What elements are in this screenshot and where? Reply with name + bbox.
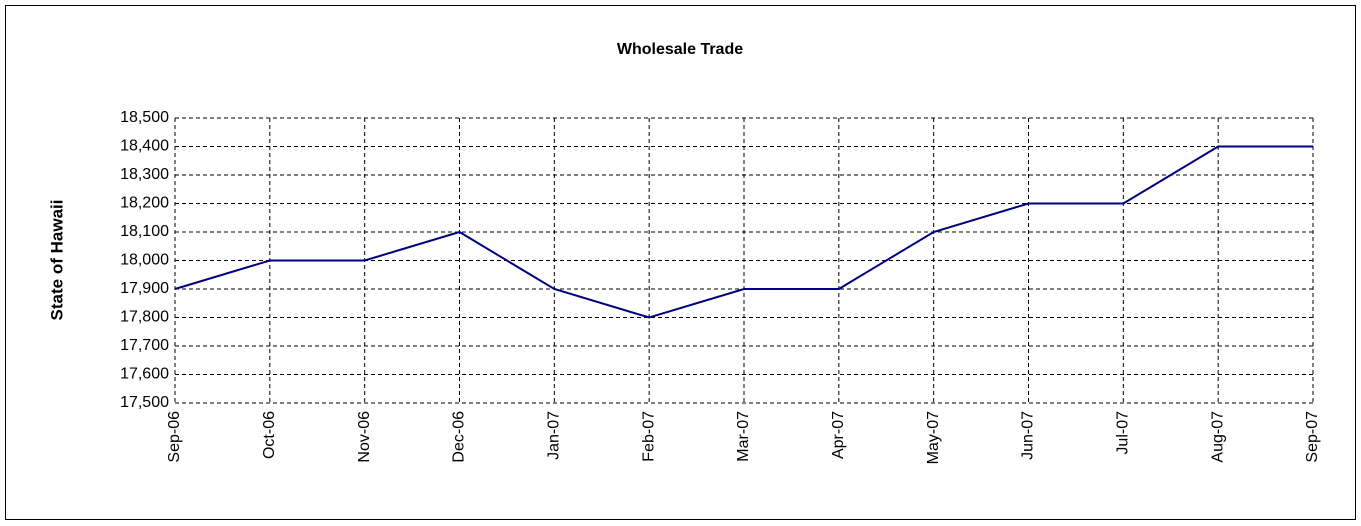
- x-tick-label: Sep-07: [1304, 411, 1321, 463]
- y-tick-label: 18,000: [120, 252, 169, 269]
- x-tick-label: Jul-07: [1115, 411, 1132, 455]
- x-tick-label: Aug-07: [1209, 411, 1226, 463]
- x-tick-label: Jun-07: [1020, 411, 1037, 460]
- x-tick-label: Dec-06: [451, 411, 468, 463]
- y-tick-label: 17,500: [120, 394, 169, 411]
- x-tick-label: Feb-07: [640, 411, 657, 462]
- line-series: [174, 145, 1313, 319]
- x-tick-label: Sep-06: [166, 411, 183, 463]
- x-tick-label: Nov-06: [356, 411, 373, 463]
- y-tick-label: 18,300: [120, 166, 169, 183]
- x-tick-label: Jan-07: [546, 411, 563, 460]
- x-tick-label: Oct-06: [261, 411, 278, 459]
- chart-border: [5, 5, 1356, 520]
- y-axis-label: State of Hawaii: [47, 200, 66, 321]
- y-tick-label: 18,400: [120, 138, 169, 155]
- y-tick-label: 18,500: [120, 109, 169, 126]
- y-tick-label: 17,800: [120, 309, 169, 326]
- y-tick-label: 17,900: [120, 280, 169, 297]
- y-tick-label: 18,100: [120, 223, 169, 240]
- x-tick-label: Mar-07: [735, 411, 752, 462]
- y-tick-label: 18,200: [120, 195, 169, 212]
- y-tick-label: 17,700: [120, 337, 169, 354]
- y-tick-label: 17,600: [120, 366, 169, 383]
- chart-title: Wholesale Trade: [617, 41, 743, 58]
- x-tick-label: Apr-07: [830, 411, 847, 459]
- x-tick-label: May-07: [925, 411, 942, 464]
